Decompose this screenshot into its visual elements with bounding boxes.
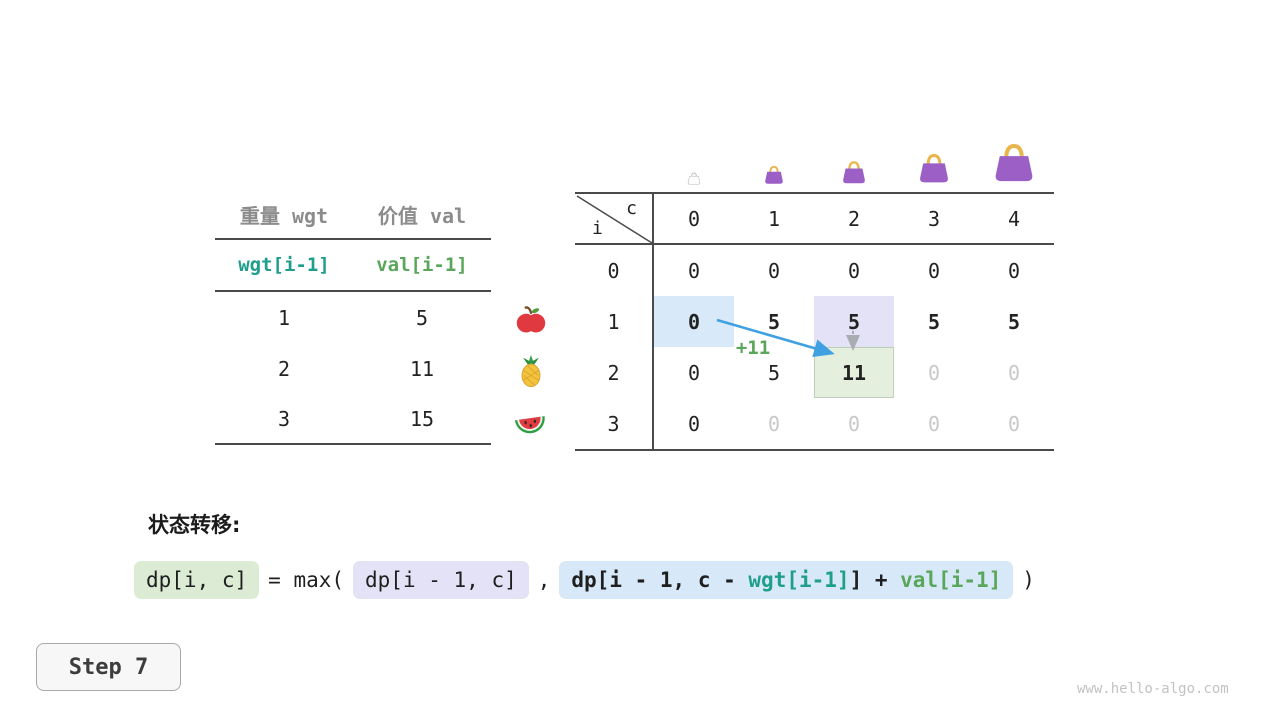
wgt-formula-label: wgt[i-1]	[238, 254, 330, 276]
item-row-2: 2 11	[215, 343, 491, 394]
dp-cell-0-2: 0	[847, 258, 861, 283]
item-row-1: 1 5	[215, 292, 491, 343]
dp-cell-2-0: 0	[687, 360, 701, 385]
item-3-value: 15	[409, 406, 435, 431]
formula-option1-chip: dp[i - 1, c]	[353, 561, 529, 599]
formula-comma: ,	[537, 568, 551, 592]
handbag-icon	[915, 151, 953, 190]
dp-cell-2-4: 0	[1007, 360, 1021, 385]
watermelon-icon	[513, 407, 545, 439]
plus-value-annotation: +11	[735, 337, 771, 359]
dp-cell-3-2: 0	[847, 411, 861, 436]
diagonal-divider	[576, 195, 653, 244]
handbag-icon	[762, 164, 786, 190]
watermark: www.hello-algo.com	[1077, 681, 1229, 697]
item-3-weight: 3	[277, 406, 291, 431]
dp-cell-3-4: 0	[1007, 411, 1021, 436]
dp-cell-1-3: 5	[927, 309, 941, 334]
step-badge: Step 7	[36, 643, 181, 691]
items-table-header: 重量 wgt 价值 val	[215, 190, 491, 240]
transition-formula: dp[i, c] = max( dp[i - 1, c] , dp[i - 1,…	[134, 561, 1035, 599]
weight-column-header: 重量 wgt	[239, 203, 329, 228]
dp-col-header-1: 1	[734, 194, 814, 245]
val-formula-label: val[i-1]	[376, 254, 468, 276]
item-2-value: 11	[409, 356, 435, 381]
dp-cell-1-2: 5	[814, 296, 894, 347]
item-row-3: 3 15	[215, 394, 491, 445]
dp-cell-3-0: 0	[687, 411, 701, 436]
value-column-header: 价值 val	[377, 203, 467, 228]
dp-cell-2-2: 11	[814, 347, 894, 398]
apple-icon	[515, 304, 547, 336]
item-2-weight: 2	[277, 356, 291, 381]
option2-mid: ] +	[849, 568, 901, 592]
dp-cell-1-0: 0	[654, 296, 734, 347]
dp-row-header-1: 1	[575, 296, 654, 347]
items-table-formula-row: wgt[i-1] val[i-1]	[215, 240, 491, 292]
item-1-value: 5	[415, 305, 429, 330]
dp-cell-3-1: 0	[767, 411, 781, 436]
dp-row-header-0: 0	[575, 245, 654, 296]
dp-cell-1-4: 5	[1007, 309, 1021, 334]
option2-wgt-term: wgt[i-1]	[748, 568, 850, 592]
dp-table: c i 0 1 2 3 4 0 0 0 0 0 0 1 0 5 5 5 5 2 …	[575, 192, 1054, 451]
dp-cell-0-4: 0	[1007, 258, 1021, 283]
formula-equals-max: = max(	[268, 568, 345, 592]
handbag-icon	[989, 140, 1039, 190]
row-var-label: i	[592, 218, 603, 239]
col-var-label: c	[626, 198, 637, 219]
option2-prefix: dp[i - 1, c -	[571, 568, 749, 592]
dp-row-header-3: 3	[575, 398, 654, 449]
pineapple-icon	[515, 354, 547, 388]
dp-cell-3-3: 0	[927, 411, 941, 436]
dp-row-header-2: 2	[575, 347, 654, 398]
dp-cell-0-1: 0	[767, 258, 781, 283]
dp-col-header-2: 2	[814, 194, 894, 245]
dp-cell-0-3: 0	[927, 258, 941, 283]
dp-col-header-0: 0	[654, 194, 734, 245]
dp-cell-2-3: 0	[927, 360, 941, 385]
items-table: 重量 wgt 价值 val wgt[i-1] val[i-1] 1 5 2 11…	[215, 190, 491, 445]
option2-val-term: val[i-1]	[900, 568, 1002, 592]
handbag-empty-icon	[686, 171, 702, 190]
handbag-icon	[839, 159, 869, 190]
dp-col-header-4: 4	[974, 194, 1054, 245]
dp-col-header-3: 3	[894, 194, 974, 245]
dp-cell-0-0: 0	[687, 258, 701, 283]
dp-cell-2-1: 5	[767, 360, 781, 385]
item-1-weight: 1	[277, 305, 291, 330]
formula-lhs-chip: dp[i, c]	[134, 561, 260, 599]
transition-title: 状态转移:	[148, 513, 241, 537]
formula-option2-chip: dp[i - 1, c - wgt[i-1]] + val[i-1]	[559, 561, 1014, 599]
dp-corner-cell: c i	[575, 194, 654, 245]
formula-close-paren: )	[1022, 568, 1035, 592]
